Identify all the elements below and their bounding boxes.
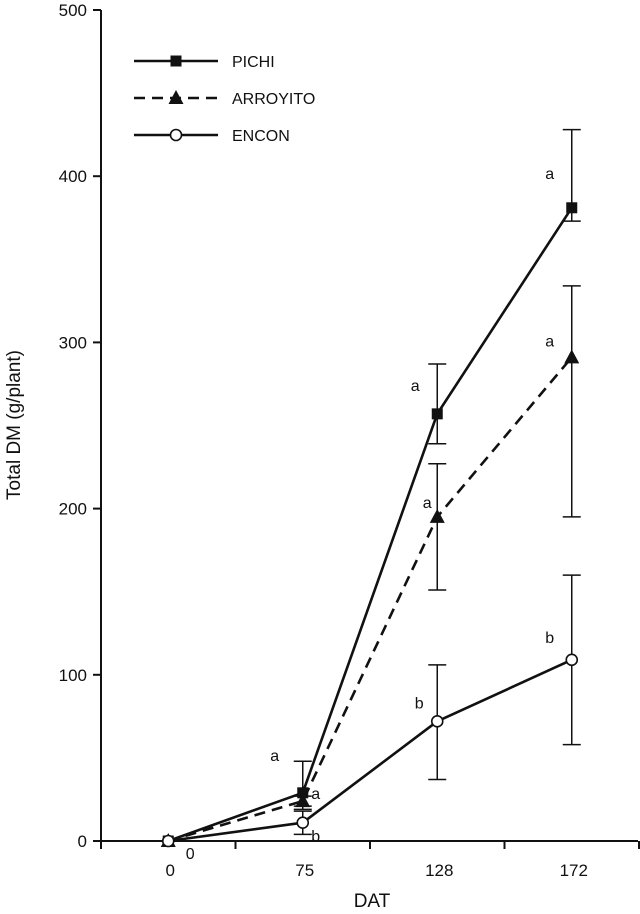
point-encon-0 [161, 834, 175, 848]
y-tick-label-200: 200 [59, 500, 87, 519]
point-encon-3 [565, 653, 579, 667]
y-tick-label-100: 100 [59, 666, 87, 685]
point-pichi-3 [566, 202, 578, 214]
y-tick-label-500: 500 [59, 1, 87, 20]
point-arroyito-3 [564, 349, 580, 364]
significance-label-arroyito-3: a [545, 333, 554, 350]
point-arroyito-2 [429, 508, 445, 523]
significance-label-pichi-2: a [411, 378, 420, 395]
series-line-arroyito [167, 356, 573, 843]
x-tick-label-172: 172 [560, 861, 588, 880]
legend-label-encon: ENCON [232, 128, 290, 145]
x-tick-label-0: 0 [166, 861, 175, 880]
significance-label-encon-3: b [545, 630, 554, 647]
series-line-encon [168, 658, 573, 843]
legend-label-arroyito: ARROYITO [232, 91, 315, 108]
series-line-pichi [167, 207, 573, 843]
series-markers [160, 202, 580, 848]
axes: 0 100 200 300 400 500 0 75 128 172 [59, 1, 640, 880]
point-pichi-1 [297, 787, 309, 799]
significance-label-pichi-1: a [270, 748, 279, 765]
y-tick-label-300: 300 [59, 333, 87, 352]
significance-label-pichi-3: a [545, 166, 554, 183]
significance-label-encon-1: b [311, 829, 320, 846]
legend-marker-encon [169, 128, 183, 142]
point-encon-2 [430, 715, 444, 728]
x-axis-title: DAT [354, 891, 391, 912]
significance-label-encon-0: 0 [186, 846, 195, 863]
series-lines [167, 207, 573, 843]
x-tick-label-75: 75 [295, 861, 314, 880]
point-arroyito-1 [295, 793, 311, 808]
y-tick-label-400: 400 [59, 167, 87, 186]
legend-marker-pichi [170, 55, 182, 67]
y-tick-label-0: 0 [78, 832, 87, 851]
legend-label-pichi: PICHI [232, 54, 275, 71]
y-axis-title: Total DM (g/plant) [4, 350, 25, 500]
significance-labels: a a a a a a 0 b b b [186, 166, 555, 863]
legend-marker-arroyito [168, 90, 184, 104]
legend: PICHI ARROYITO ENCON [134, 54, 315, 145]
significance-label-arroyito-1: a [311, 786, 320, 803]
significance-label-arroyito-2: a [423, 495, 432, 512]
significance-label-encon-2: b [415, 695, 424, 712]
x-tick-label-128: 128 [425, 861, 453, 880]
point-pichi-2 [431, 408, 443, 420]
point-encon-1 [296, 816, 310, 830]
